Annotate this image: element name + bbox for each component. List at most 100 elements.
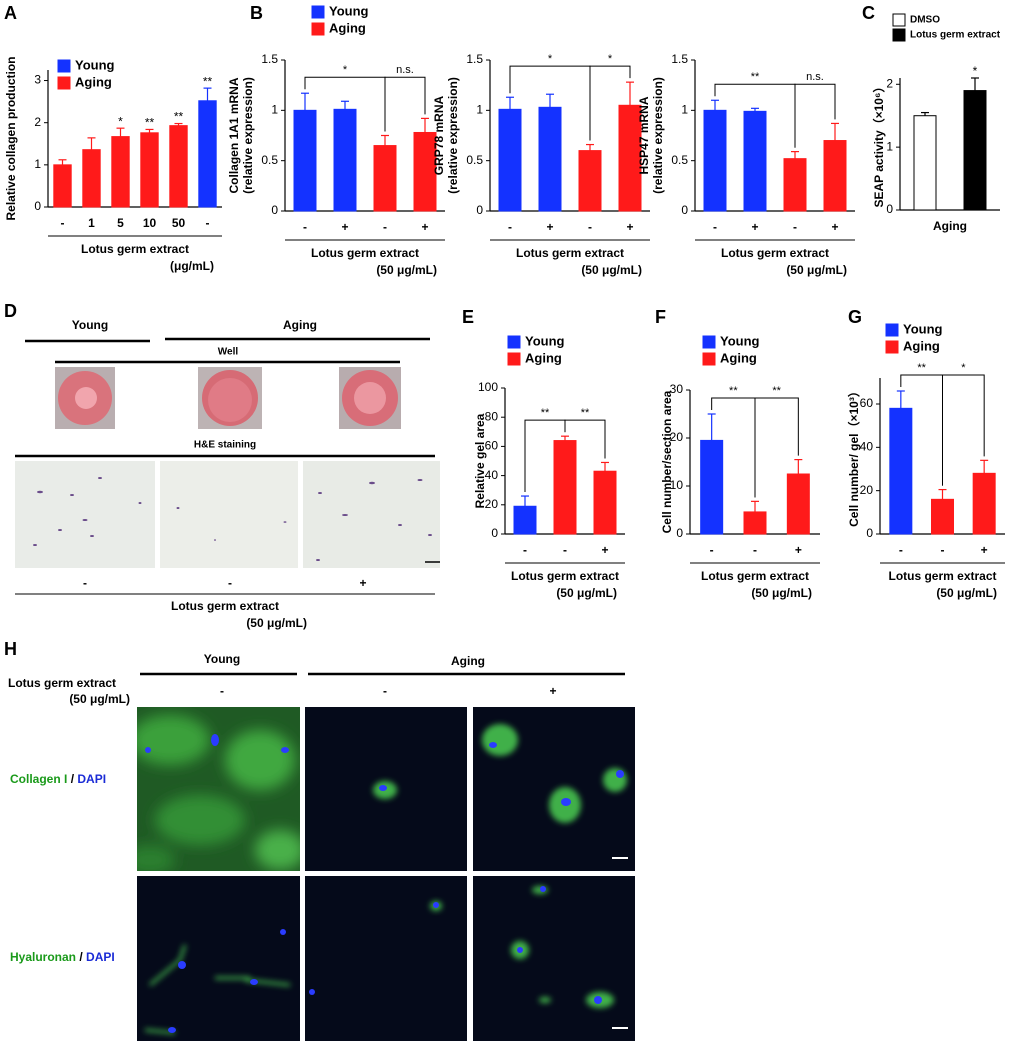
legend-swatch: [702, 352, 716, 366]
bar: [169, 125, 188, 208]
x-tick-label: 50: [172, 216, 186, 230]
well-image: [198, 367, 262, 429]
legend-label: Aging: [525, 350, 562, 365]
bar: [498, 108, 522, 212]
he-cells: [33, 477, 432, 561]
panel-d: D Young Aging Well H&E staining: [4, 301, 440, 630]
y-tick-label: 0.5: [466, 153, 483, 167]
x-label: Lotus germ extract: [171, 599, 279, 613]
bar: [373, 145, 397, 212]
y-tick-label: 0: [271, 203, 278, 217]
error-bar: [711, 99, 719, 111]
x-tick-label: -: [793, 220, 797, 234]
treatment-label: -: [383, 684, 387, 698]
error-bar: [791, 151, 799, 159]
treatment-label: -: [83, 576, 87, 590]
he-image: [303, 461, 440, 568]
error-bar: [174, 122, 183, 126]
x-tick-label: -: [61, 216, 65, 230]
significance-label: *: [118, 114, 123, 128]
x-label: Lotus germ extract: [516, 246, 624, 260]
treatment-title: Lotus germ extract: [8, 676, 116, 690]
gel: [75, 387, 97, 409]
significance-label: *: [973, 64, 978, 78]
significance-label: n.s.: [396, 64, 414, 76]
chart: 0 0.5 1 1.5 - + - + * * Lotus germ extract (50 μg/m…: [432, 52, 650, 277]
legend-label: Young: [75, 57, 115, 72]
y-tick-label: 1.5: [671, 52, 688, 66]
y-tick-label: 2: [886, 76, 893, 90]
x-tick-label: +: [795, 543, 802, 557]
bar: [111, 136, 130, 208]
y-tick-label: 10: [670, 478, 684, 492]
x-tick-label: 5: [117, 216, 124, 230]
y-tick-label: 1: [271, 103, 278, 117]
legend-swatch: [311, 22, 325, 36]
significance-bracket: [589, 65, 631, 141]
legend-swatch: [702, 335, 716, 349]
bar: [293, 109, 317, 212]
x-tick-label: -: [206, 216, 210, 230]
bar: [931, 498, 954, 535]
legend-label: Lotus germ extract: [910, 30, 1001, 41]
y-label: (relative expression): [446, 77, 460, 194]
y-tick-label: 0: [676, 526, 683, 540]
stain-separator: /: [79, 950, 83, 964]
y-label: (relative expression): [651, 77, 665, 194]
error-bar: [831, 122, 839, 141]
significance-bracket: [384, 76, 426, 132]
x-tick-label: +: [421, 220, 428, 234]
significance-label: **: [751, 71, 760, 83]
x-tick-label: -: [753, 543, 757, 557]
bar: [823, 140, 847, 212]
error-bar: [586, 143, 594, 151]
x-label: Lotus germ extract: [888, 569, 996, 583]
nuclei: [168, 929, 286, 1033]
x-tick-label: 10: [143, 216, 157, 230]
error-bar: [521, 495, 529, 507]
panel-letter: D: [4, 301, 17, 321]
y-label: (relative expression): [241, 77, 255, 194]
x-tick-label: -: [899, 543, 903, 557]
x-tick-label: +: [601, 543, 608, 557]
error-bar: [938, 488, 947, 500]
bar: [972, 472, 996, 535]
panel-letter: E: [462, 307, 474, 327]
chart: 0 1 2 3 - 1 5 * 10 ** 50 ** - ** Lotus germ extract (μg…: [4, 3, 222, 273]
section-title: H&E staining: [194, 440, 256, 451]
error-bar: [980, 459, 989, 474]
fluorescence-image: [473, 876, 635, 1041]
y-tick-label: 30: [670, 382, 684, 396]
legend-swatch: [57, 76, 71, 90]
collagen-signal: [137, 715, 300, 871]
y-tick-label: 1: [886, 139, 893, 153]
y-label: HSP47 mRNA: [637, 96, 651, 174]
x-label-unit: (50 μg/mL): [556, 586, 617, 600]
stain-name: Collagen I: [10, 772, 67, 786]
stain-name: Hyaluronan: [10, 950, 76, 964]
error-bar: [626, 81, 634, 106]
significance-bracket: [942, 374, 985, 486]
y-tick-label: 0: [34, 199, 41, 213]
group-label: Aging: [283, 318, 317, 332]
error-bar: [301, 92, 309, 111]
y-tick-label: 3: [34, 73, 41, 87]
error-bar: [203, 87, 212, 101]
error-bar: [341, 100, 349, 110]
stain-counter: DAPI: [77, 772, 106, 786]
x-label-unit: (μg/mL): [170, 259, 214, 273]
y-tick-label: 60: [485, 439, 499, 453]
y-tick-label: 0: [681, 203, 688, 217]
significance-label: **: [145, 116, 155, 130]
group-label: Aging: [451, 654, 485, 668]
error-bar: [506, 96, 514, 110]
x-tick-label: -: [563, 543, 567, 557]
bar: [53, 164, 72, 208]
y-tick-label: 60: [860, 396, 874, 410]
x-tick-label: -: [941, 543, 945, 557]
legend-label: Young: [720, 333, 760, 348]
x-label-unit: (50 μg/mL): [751, 586, 812, 600]
bar: [140, 132, 159, 208]
